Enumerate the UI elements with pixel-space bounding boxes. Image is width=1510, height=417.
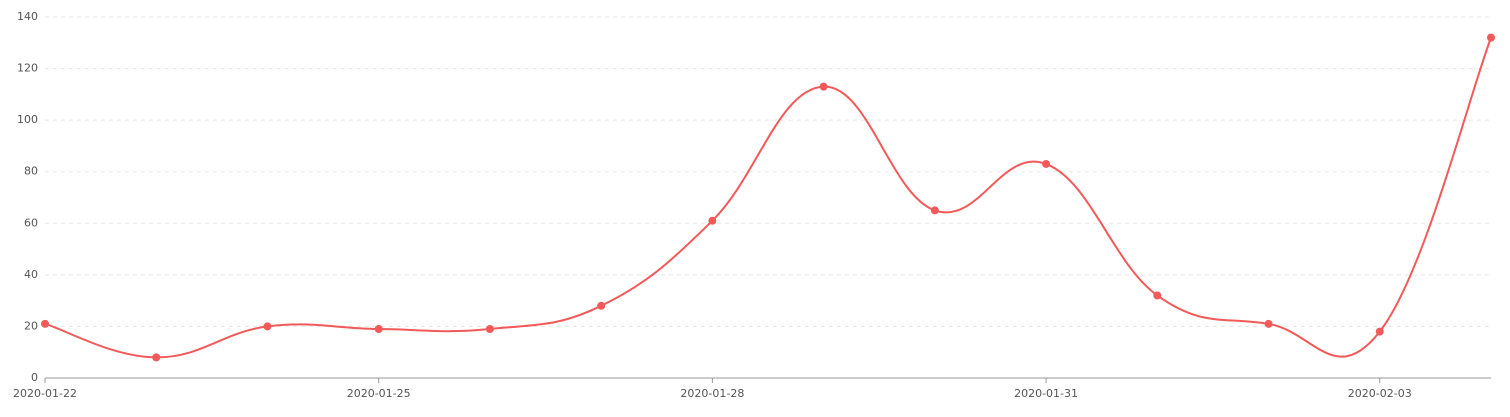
y-tick-label: 60	[24, 216, 38, 229]
point	[152, 353, 161, 362]
point	[819, 82, 828, 91]
point	[1375, 327, 1384, 336]
x-tick-label: 2020-01-31	[1014, 387, 1078, 400]
point	[485, 325, 494, 334]
y-tick-label: 100	[17, 113, 38, 126]
x-tick-label: 2020-02-03	[1348, 387, 1412, 400]
y-tick-label: 140	[17, 10, 38, 23]
y-tick-label: 20	[24, 319, 38, 332]
y-tick-label: 120	[17, 62, 38, 75]
y-tick-label: 40	[24, 268, 38, 281]
y-tick-label: 0	[31, 371, 38, 384]
point	[374, 325, 383, 334]
point	[1153, 291, 1162, 300]
point	[1042, 159, 1051, 168]
point	[708, 216, 717, 225]
point	[930, 206, 939, 215]
point	[597, 301, 606, 310]
point	[1487, 33, 1495, 42]
y-tick-label: 80	[24, 165, 38, 178]
x-tick-label: 2020-01-25	[347, 387, 411, 400]
point	[1264, 319, 1273, 328]
point	[41, 319, 49, 328]
point	[263, 322, 272, 331]
x-tick-label: 2020-01-28	[680, 387, 744, 400]
x-tick-label: 2020-01-22	[13, 387, 77, 400]
line	[44, 37, 1492, 359]
